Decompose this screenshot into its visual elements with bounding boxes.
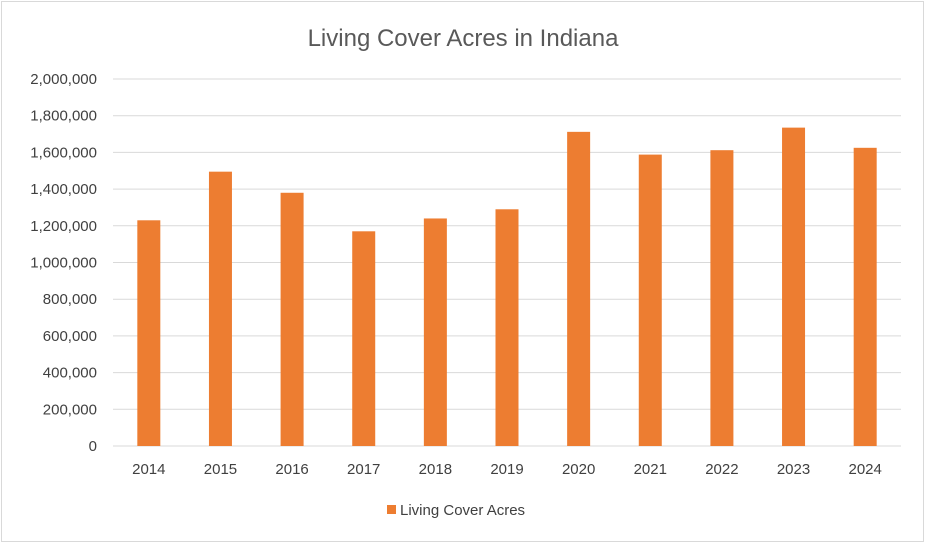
bar-2020: [567, 131, 591, 446]
x-tick-label: 2023: [777, 461, 810, 478]
y-tick-label: 1,800,000: [30, 108, 97, 125]
y-tick-label: 800,000: [43, 291, 97, 308]
bar-2015: [208, 171, 232, 447]
x-tick-label: 2016: [275, 461, 308, 478]
legend-entry-living-cover-acres: Living Cover Acres: [400, 502, 525, 519]
x-tick-label: 2015: [204, 461, 237, 478]
bar-2023: [782, 127, 806, 446]
bar-2017: [352, 231, 376, 446]
bar-2014: [137, 220, 161, 446]
x-tick-label: 2019: [490, 461, 523, 478]
y-tick-label: 2,000,000: [30, 71, 97, 88]
x-tick-label: 2014: [132, 461, 165, 478]
bars: [137, 127, 877, 447]
chart-title: Living Cover Acres in Indiana: [308, 25, 619, 52]
bar-2022: [710, 150, 734, 446]
bar-2024: [853, 147, 877, 446]
gridlines: [113, 78, 901, 447]
y-axis-tick-labels: 0 200,000 400,000 600,000 800,000 1,000,000 1,…: [30, 71, 97, 455]
y-tick-label: 0: [89, 438, 97, 455]
y-tick-label: 200,000: [43, 401, 97, 418]
x-tick-label: 2020: [562, 461, 595, 478]
x-tick-label: 2022: [705, 461, 738, 478]
legend-swatch: [387, 505, 396, 514]
x-tick-label: 2018: [419, 461, 452, 478]
y-tick-label: 1,400,000: [30, 181, 97, 198]
x-tick-label: 2017: [347, 461, 380, 478]
y-tick-label: 600,000: [43, 328, 97, 345]
x-tick-label: 2024: [848, 461, 881, 478]
x-tick-label: 2021: [634, 461, 667, 478]
y-tick-label: 1,200,000: [30, 218, 97, 235]
y-tick-label: 1,000,000: [30, 255, 97, 272]
bar-2019: [495, 209, 519, 446]
bar-2018: [423, 218, 447, 446]
legend: Living Cover Acres: [387, 502, 525, 519]
bar-2016: [280, 192, 304, 446]
y-tick-label: 400,000: [43, 365, 97, 382]
bar-2021: [638, 154, 662, 447]
x-axis-tick-labels: 2014 2015 2016 2017 2018 2019 2020 2021 2022 2023…: [132, 461, 882, 478]
y-tick-label: 1,600,000: [30, 144, 97, 161]
